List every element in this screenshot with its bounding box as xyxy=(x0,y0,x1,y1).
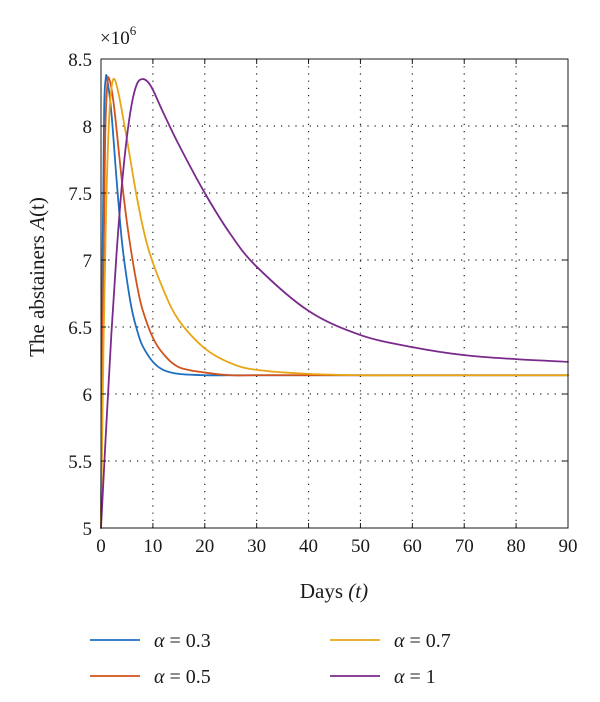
legend-label: α = 0.7 xyxy=(394,630,451,652)
series-line-2 xyxy=(100,76,569,529)
x-axis-label-text: Days xyxy=(300,579,348,603)
y-tick-label: 7 xyxy=(83,251,93,272)
y-multiplier-exp: 6 xyxy=(130,23,137,38)
y-axis-label: The abstainers A(t) xyxy=(25,197,49,357)
y-axis-label-var: A xyxy=(25,217,49,232)
x-tick-label: 0 xyxy=(96,536,106,557)
axis-ticks: 0 10 20 30 40 50 60 70 80 90 5 5.5 6 6.5 7 7.5 8 8.5 xyxy=(68,50,577,557)
y-tick-label: 5.5 xyxy=(68,452,92,473)
x-tick-label: 40 xyxy=(299,536,318,557)
y-multiplier: ×106 xyxy=(100,23,137,49)
x-tick-label: 50 xyxy=(351,536,370,557)
y-tick-label: 8.5 xyxy=(68,50,92,71)
plot-frame xyxy=(100,58,569,529)
legend-value: = 1 xyxy=(405,666,436,688)
y-tick-label: 7.5 xyxy=(68,184,92,205)
series-lines xyxy=(100,74,569,529)
legend-symbol: α xyxy=(154,630,165,652)
legend-symbol: α xyxy=(394,630,405,652)
y-tick-label: 8 xyxy=(83,117,93,138)
x-tick-label: 60 xyxy=(403,536,422,557)
y-tick-label: 5 xyxy=(83,519,93,540)
series-line-4 xyxy=(100,78,569,529)
x-tick-label: 30 xyxy=(247,536,266,557)
x-tick-label: 80 xyxy=(507,536,526,557)
x-tick-label: 10 xyxy=(143,536,162,557)
x-tick-label: 20 xyxy=(195,536,214,557)
y-multiplier-base: ×10 xyxy=(100,28,130,49)
legend-label: α = 0.3 xyxy=(154,630,211,652)
legend-value: = 0.3 xyxy=(165,630,211,652)
legend-value: = 0.5 xyxy=(165,666,211,688)
legend-symbol: α xyxy=(154,666,165,688)
legend-label: α = 0.5 xyxy=(154,666,211,688)
legend-symbol: α xyxy=(394,666,405,688)
series-line-3 xyxy=(100,77,569,529)
x-tick-label: 70 xyxy=(455,536,474,557)
y-tick-label: 6 xyxy=(83,385,93,406)
series-line-1 xyxy=(100,74,569,529)
legend: α = 0.3 α = 0.7α = 0.5 α = 1 xyxy=(90,630,451,688)
legend-value: = 0.7 xyxy=(405,630,451,652)
y-axis-label-arg: (t) xyxy=(25,197,49,217)
y-axis-label-text: The abstainers xyxy=(25,230,49,357)
grid xyxy=(101,59,568,528)
x-axis-label: Days (t) xyxy=(300,579,368,603)
legend-label: α = 1 xyxy=(394,666,436,688)
x-axis-label-var: (t) xyxy=(348,579,368,603)
y-tick-label: 6.5 xyxy=(68,318,92,339)
x-tick-label: 90 xyxy=(559,536,578,557)
